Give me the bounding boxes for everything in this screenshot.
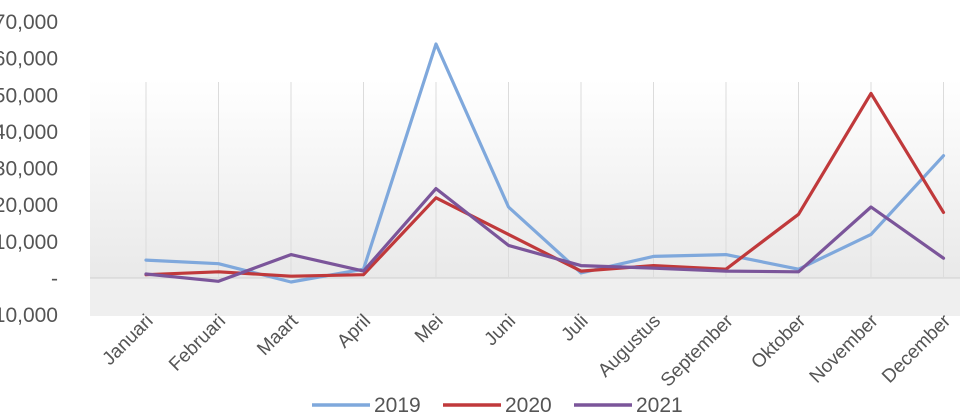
x-tick-label: November: [806, 310, 883, 387]
y-tick-label: 30,000: [0, 158, 58, 181]
series-lines: [144, 42, 946, 284]
x-tick-label: Mei: [411, 311, 448, 348]
legend: 2019 2020 2021: [312, 394, 683, 417]
y-axis: 70,000 60,000 50,000 40,000 30,000 20,000 10,0…: [0, 11, 58, 327]
legend-label: 2021: [636, 394, 683, 417]
x-tick-label: Februari: [165, 311, 230, 376]
series-line-2021: [144, 187, 946, 283]
y-tick-label: -: [51, 267, 58, 290]
y-tick-label: 50,000: [0, 84, 58, 107]
series-line-2020: [144, 91, 946, 278]
x-tick-label: Oktober: [747, 310, 810, 373]
x-tick-label: September: [657, 310, 738, 391]
series-line-2019: [144, 42, 946, 284]
y-tick-label: 60,000: [0, 48, 58, 71]
y-tick-label: 10,000: [0, 231, 58, 254]
x-tick-label: Maart: [253, 310, 303, 360]
x-axis: Januari Februari Maart April Mei Juni Juli Augu…: [99, 310, 956, 391]
legend-label: 2019: [374, 394, 421, 417]
x-tick-label: Januari: [99, 311, 158, 370]
plot-area-background: [90, 80, 960, 278]
x-tick-label: April: [333, 311, 375, 353]
x-tick-label: December: [878, 310, 955, 387]
y-tick-label: 40,000: [0, 121, 58, 144]
x-tick-label: Augustus: [594, 311, 665, 382]
plot-area-lower-band: [90, 278, 960, 316]
category-gridlines: [145, 82, 944, 278]
y-tick-label: 20,000: [0, 194, 58, 217]
y-tick-label: -10,000: [0, 304, 58, 327]
legend-label: 2020: [505, 394, 552, 417]
x-tick-label: Juni: [481, 311, 520, 350]
y-tick-label: 70,000: [0, 11, 58, 34]
